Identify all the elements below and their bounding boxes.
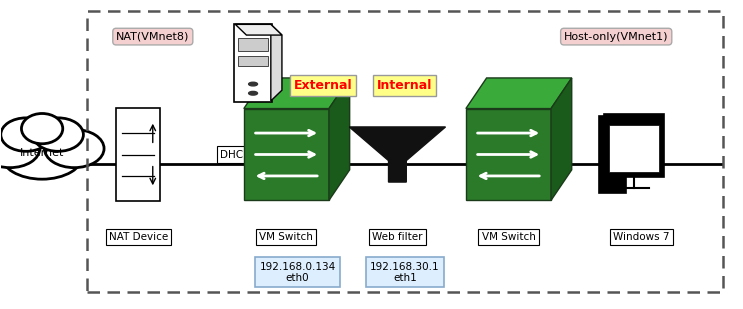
- Polygon shape: [551, 78, 571, 201]
- Text: DHCP Server: DHCP Server: [220, 150, 287, 159]
- FancyBboxPatch shape: [239, 56, 268, 66]
- Text: Web filter: Web filter: [372, 232, 423, 242]
- Ellipse shape: [22, 113, 62, 144]
- FancyBboxPatch shape: [234, 24, 273, 102]
- FancyBboxPatch shape: [604, 114, 664, 177]
- Text: Internal: Internal: [377, 79, 432, 92]
- FancyBboxPatch shape: [117, 108, 160, 201]
- FancyBboxPatch shape: [600, 116, 626, 193]
- Polygon shape: [466, 78, 571, 108]
- Text: Host-only(VMnet1): Host-only(VMnet1): [564, 32, 669, 42]
- FancyBboxPatch shape: [609, 125, 659, 172]
- Ellipse shape: [1, 118, 51, 151]
- Text: VM Switch: VM Switch: [259, 232, 314, 242]
- Polygon shape: [244, 78, 350, 108]
- Ellipse shape: [1, 130, 83, 179]
- Text: 192.168.30.1
eth1: 192.168.30.1 eth1: [370, 262, 440, 283]
- Text: External: External: [294, 79, 353, 92]
- Circle shape: [249, 82, 258, 86]
- Polygon shape: [236, 24, 282, 35]
- Text: VM Switch: VM Switch: [481, 232, 536, 242]
- Polygon shape: [466, 108, 551, 201]
- Circle shape: [249, 91, 258, 95]
- Text: Internet: Internet: [20, 148, 65, 158]
- Polygon shape: [329, 78, 350, 201]
- Ellipse shape: [33, 118, 83, 151]
- Text: 192.168.0.134
eth0: 192.168.0.134 eth0: [259, 262, 336, 283]
- Text: NAT Device: NAT Device: [108, 232, 168, 242]
- Ellipse shape: [0, 129, 40, 168]
- Polygon shape: [349, 127, 446, 182]
- Ellipse shape: [45, 129, 104, 168]
- Text: Windows 7: Windows 7: [614, 232, 670, 242]
- Polygon shape: [244, 108, 329, 201]
- Text: NAT(VMnet8): NAT(VMnet8): [116, 32, 189, 42]
- FancyBboxPatch shape: [239, 38, 268, 51]
- Polygon shape: [271, 24, 282, 101]
